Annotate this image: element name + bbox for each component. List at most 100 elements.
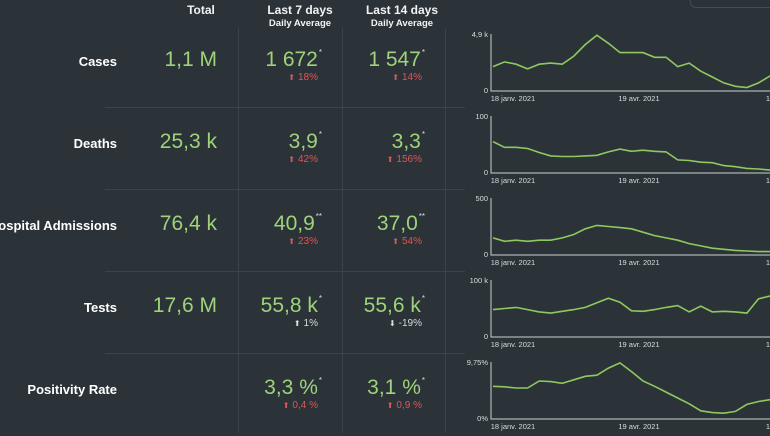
avg14-change-value: -19% bbox=[398, 318, 422, 329]
header-last14-sub: Daily Average bbox=[370, 18, 434, 29]
sparkline-axis bbox=[490, 198, 770, 256]
avg14-change: ⬆ 0,9 % bbox=[387, 400, 422, 411]
x-tick-label: 1 bbox=[766, 340, 770, 349]
sparkline-series bbox=[492, 361, 770, 415]
header-last7: Last 7 days Daily Average bbox=[260, 3, 340, 31]
avg7-footnote-mark: * bbox=[318, 294, 322, 303]
y-max-label: 100 k bbox=[470, 276, 489, 285]
sparkline-chart[interactable]: 100 018 janv. 2021 19 avr. 2021 1 bbox=[463, 110, 770, 190]
metric-total: 76,4 k bbox=[159, 212, 217, 235]
avg14-number: 3,1 % bbox=[367, 376, 421, 399]
avg7-footnote-mark: ** bbox=[315, 212, 322, 221]
column-divider bbox=[445, 28, 446, 433]
y-max-label: 500 bbox=[475, 194, 488, 203]
y-max-label: 9,75% bbox=[467, 358, 489, 367]
y-min-label: 0 bbox=[484, 332, 488, 341]
avg14-change-value: 156% bbox=[396, 154, 422, 165]
avg14-footnote-mark: * bbox=[421, 130, 425, 139]
sparkline-chart[interactable]: 100 k 018 janv. 2021 19 avr. 2021 1 bbox=[463, 274, 770, 354]
top-control[interactable] bbox=[690, 0, 770, 8]
metric-row-positivity-rate: Positivity Rate 3,3 %* ⬆ 0,4 % 3,1 %* ⬆ 0,9 % 9… bbox=[0, 354, 770, 436]
arrow-down-icon: ⬇ bbox=[388, 319, 396, 328]
x-tick-label: 1 bbox=[766, 422, 770, 431]
avg7-change: ⬆ 0,4 % bbox=[283, 400, 318, 411]
header-last14: Last 14 days Daily Average bbox=[362, 3, 442, 31]
sparkline-chart[interactable]: 500 018 janv. 2021 19 avr. 2021 1 bbox=[463, 192, 770, 272]
metric-row-hospital-admissions: Hospital Admissions 76,4 k 40,9** ⬆ 23% 37,0*… bbox=[0, 190, 770, 272]
avg7-change: ⬆ 42% bbox=[288, 154, 318, 165]
avg14-value: 37,0** bbox=[377, 212, 425, 236]
avg7-change-value: 42% bbox=[297, 154, 318, 165]
arrow-up-icon: ⬆ bbox=[392, 237, 399, 246]
avg14-change-value: 0,9 % bbox=[396, 400, 422, 411]
row-divider bbox=[105, 353, 465, 354]
sparkline-chart[interactable]: 9,75% 0%18 janv. 2021 19 avr. 2021 1 bbox=[463, 356, 770, 436]
avg7-number: 3,9 bbox=[288, 130, 318, 153]
avg14-value: 3,1 %* bbox=[367, 376, 425, 400]
y-max-label: 4,9 k bbox=[472, 30, 489, 39]
avg7-value: 40,9** bbox=[274, 212, 322, 236]
header-total: Total bbox=[180, 3, 222, 17]
row-divider bbox=[105, 107, 465, 108]
x-tick-label: 19 avr. 2021 bbox=[618, 340, 659, 349]
sparkline-axis bbox=[490, 116, 770, 174]
sparkline-axis bbox=[490, 34, 770, 92]
avg14-change: ⬇ -19% bbox=[389, 318, 422, 329]
avg14-change-value: 14% bbox=[401, 72, 422, 83]
avg7-footnote-mark: * bbox=[318, 130, 322, 139]
avg7-number: 55,8 k bbox=[260, 294, 318, 317]
metric-total: 1,1 M bbox=[164, 48, 217, 71]
sparkline-axis bbox=[490, 280, 770, 338]
y-min-label: 0 bbox=[484, 86, 488, 95]
avg7-change: ⬆ 18% bbox=[288, 72, 318, 83]
metric-row-deaths: Deaths 25,3 k 3,9* ⬆ 42% 3,3* ⬆ 156% 100 0 18 janv… bbox=[0, 108, 770, 190]
avg14-number: 3,3 bbox=[391, 130, 421, 153]
sparkline-series bbox=[492, 34, 770, 89]
avg14-footnote-mark: ** bbox=[418, 212, 425, 221]
y-min-label: 0% bbox=[477, 414, 488, 423]
avg7-number: 40,9 bbox=[273, 212, 315, 235]
avg7-number: 3,3 % bbox=[264, 376, 318, 399]
metric-total: 25,3 k bbox=[159, 130, 217, 153]
avg7-change-value: 18% bbox=[297, 72, 318, 83]
avg14-change: ⬆ 54% bbox=[392, 236, 422, 247]
avg14-footnote-mark: * bbox=[421, 48, 425, 57]
avg14-number: 37,0 bbox=[376, 212, 418, 235]
avg14-footnote-mark: * bbox=[421, 376, 425, 385]
arrow-up-icon: ⬆ bbox=[282, 401, 290, 410]
avg14-footnote-mark: * bbox=[421, 294, 425, 303]
arrow-up-icon: ⬆ bbox=[386, 401, 394, 410]
metric-label: Cases bbox=[78, 54, 117, 69]
header-last14-label: Last 14 days bbox=[365, 3, 439, 17]
row-divider bbox=[105, 271, 465, 272]
x-tick-label: 1 bbox=[766, 176, 770, 185]
x-tick-label: 18 janv. 2021 bbox=[491, 422, 535, 431]
avg14-number: 55,6 k bbox=[363, 294, 421, 317]
arrow-up-icon: ⬆ bbox=[288, 237, 295, 246]
avg7-footnote-mark: * bbox=[318, 376, 322, 385]
x-tick-label: 19 avr. 2021 bbox=[618, 176, 659, 185]
header-last7-label: Last 7 days bbox=[267, 3, 333, 17]
x-tick-label: 1 bbox=[766, 94, 770, 103]
avg7-value: 3,9* bbox=[289, 130, 322, 154]
sparkline-series bbox=[492, 224, 770, 253]
arrow-up-icon: ⬆ bbox=[288, 155, 295, 164]
avg14-change-value: 54% bbox=[401, 236, 422, 247]
metric-label: Positivity Rate bbox=[27, 382, 117, 397]
avg14-change: ⬆ 14% bbox=[392, 72, 422, 83]
x-tick-label: 18 janv. 2021 bbox=[491, 176, 535, 185]
x-tick-label: 19 avr. 2021 bbox=[618, 258, 659, 267]
x-tick-label: 18 janv. 2021 bbox=[491, 258, 535, 267]
avg7-change: ⬆ 23% bbox=[288, 236, 318, 247]
metric-label: Hospital Admissions bbox=[0, 218, 117, 233]
avg14-value: 3,3* bbox=[392, 130, 425, 154]
avg7-change: ⬆ 1% bbox=[294, 318, 318, 329]
x-tick-label: 19 avr. 2021 bbox=[618, 94, 659, 103]
avg14-change: ⬆ 156% bbox=[387, 154, 422, 165]
x-tick-label: 19 avr. 2021 bbox=[618, 422, 659, 431]
sparkline-chart[interactable]: 4,9 k 018 janv. 2021 19 avr. 2021 1 bbox=[463, 28, 770, 108]
y-max-label: 100 bbox=[475, 112, 488, 121]
avg14-value: 55,6 k* bbox=[364, 294, 425, 318]
